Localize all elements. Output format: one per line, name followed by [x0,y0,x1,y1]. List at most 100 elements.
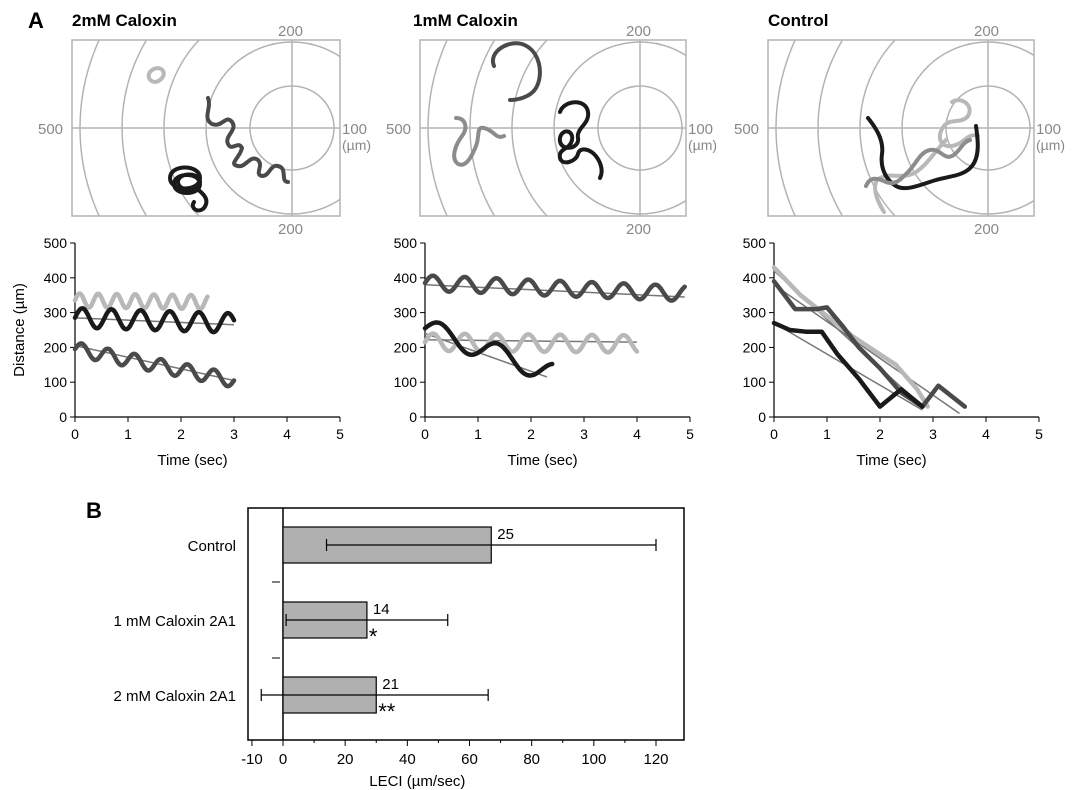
polar-label-top: 200 [626,23,651,40]
polar-plot-control: 200 200 500 100(µm) [734,23,1065,238]
x-tick-label: 1 [474,426,482,442]
y-tick-label: 200 [44,339,68,355]
trend-line [424,332,548,378]
y-tick-label: 0 [409,409,417,425]
y-tick-label: 0 [59,409,67,425]
x-tick-label: 4 [283,426,291,442]
x-tick-label: 5 [1035,426,1043,442]
x-tick-label: -10 [241,751,263,768]
y-tick-label: 500 [394,235,418,251]
polar-label-bottom: 200 [974,221,999,238]
polar-label-left: 500 [734,121,759,138]
significance-marker: * [369,624,378,649]
panel-title-2mm: 2mM Caloxin [72,11,177,30]
polar-label-right: 100 [1036,121,1061,138]
y-axis-label: Distance (µm) [11,283,28,377]
cell-track [205,96,290,184]
n-label: 21 [382,676,399,693]
line-chart-2mm: 0 100 200 300 400 500 0 1 2 3 4 5 Time (sec) Distance… [11,235,344,469]
data-series [771,320,925,409]
bar-category-label: Control [188,538,236,555]
y-tick-label: 400 [743,270,767,286]
x-tick-label: 3 [230,426,238,442]
cell-track [452,116,506,167]
x-tick-label: 2 [876,426,884,442]
panel-title-1mm: 1mM Caloxin [413,11,518,30]
cell-track [490,41,542,102]
y-tick-label: 300 [44,305,68,321]
n-label: 14 [373,601,390,618]
data-series [72,341,237,389]
polar-label-unit: (µm) [688,137,717,153]
polar-label-top: 200 [278,23,303,40]
x-axis-label: LECI (µm/sec) [369,773,465,790]
y-tick-label: 200 [743,339,767,355]
x-tick-label: 20 [337,751,354,768]
cell-track [557,100,604,180]
y-tick-label: 300 [743,305,767,321]
x-tick-label: 0 [71,426,79,442]
data-series [422,273,687,303]
x-tick-label: 2 [527,426,535,442]
trend-line [424,284,685,298]
data-series [422,320,555,378]
data-series [771,265,930,409]
polar-label-bottom: 200 [626,221,651,238]
data-series [72,291,210,312]
polar-label-unit: (µm) [1036,137,1065,153]
x-tick-label: 80 [523,751,540,768]
polar-label-unit: (µm) [342,137,371,153]
y-tick-label: 400 [44,270,68,286]
y-tick-label: 100 [44,374,68,390]
cell-track [146,66,166,84]
x-tick-label: 5 [336,426,344,442]
data-series [422,331,640,355]
panel-a-label: A [28,8,44,33]
x-tick-label: 5 [686,426,694,442]
cell-track [873,98,980,214]
x-tick-label: 3 [580,426,588,442]
y-tick-label: 500 [743,235,767,251]
x-tick-label: 1 [124,426,132,442]
x-tick-label: 4 [633,426,641,442]
polar-label-right: 100 [688,121,713,138]
y-tick-label: 400 [394,270,418,286]
cell-track [864,138,972,188]
x-tick-label: 0 [770,426,778,442]
x-tick-label: 2 [177,426,185,442]
polar-grid [768,40,1034,216]
y-tick-label: 300 [394,305,418,321]
y-tick-label: 100 [394,374,418,390]
y-tick-label: 0 [758,409,766,425]
bar-category-label: 1 mM Caloxin 2A1 [113,613,236,630]
polar-label-left: 500 [38,121,63,138]
cell-track [168,165,209,213]
x-tick-label: 3 [929,426,937,442]
polar-label-right: 100 [342,121,367,138]
bar-chart-leci: Control 25 1 mM Caloxin 2A1 14 * 2 mM Caloxin… [113,507,685,790]
x-axis-label: Time (sec) [856,452,926,469]
trend-line [74,317,235,326]
x-tick-label: 1 [823,426,831,442]
data-series [72,306,237,335]
x-tick-label: 0 [279,751,287,768]
x-tick-label: 0 [421,426,429,442]
bar-category-label: 2 mM Caloxin 2A1 [113,688,236,705]
x-tick-label: 40 [399,751,416,768]
polar-label-top: 200 [974,23,999,40]
polar-plot-2mm: 200 200 500 100(µm) [38,23,371,238]
polar-plot-1mm: 200 200 500 100(µm) [386,23,717,238]
x-axis-label: Time (sec) [157,452,227,469]
cell-track [866,116,980,191]
panel-title-control: Control [768,11,828,30]
trend-line [773,284,960,415]
x-tick-label: 4 [982,426,990,442]
y-tick-label: 500 [44,235,68,251]
line-chart-1mm: 0 100 200 300 400 500 0 1 2 3 4 5 Time (sec) [394,235,694,469]
y-tick-label: 100 [743,374,767,390]
polar-grid [72,40,340,216]
x-tick-label: 100 [581,751,606,768]
n-label: 25 [497,526,514,543]
line-chart-control: 0 100 200 300 400 500 0 1 2 3 4 5 Time (sec) [743,235,1043,469]
panel-b-label: B [86,498,102,523]
